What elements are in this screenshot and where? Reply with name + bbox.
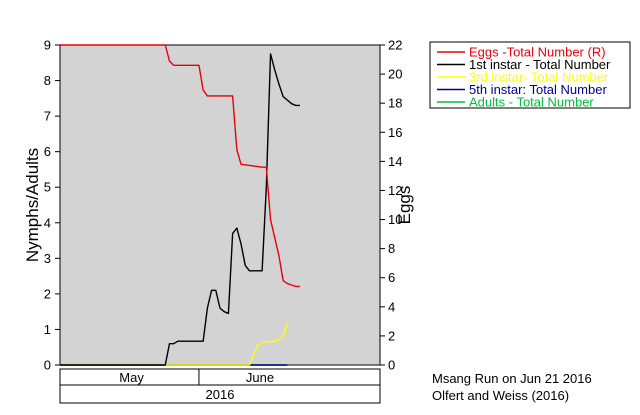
y-right-tick-label: 0 [388, 358, 395, 373]
legend-label: 1st instar - Total Number [469, 57, 611, 72]
series-group [60, 44, 300, 366]
y-right-tick-label: 4 [388, 299, 395, 314]
x-month-label: May [119, 370, 144, 385]
y-left-tick-label: 0 [44, 358, 51, 373]
y-right-tick-label: 14 [388, 154, 402, 169]
y-left-tick-label: 2 [44, 286, 51, 301]
right-axis-ticks: 0 2 4 6 8 10 12 14 16 18 20 22 [380, 38, 402, 373]
y-right-tick-label: 22 [388, 38, 402, 53]
legend-label: Adults - Total Number [469, 95, 594, 110]
caption-credit: Olfert and Weiss (2016) [432, 388, 569, 403]
y-left-tick-label: 7 [44, 109, 51, 124]
y-right-tick-label: 20 [388, 67, 402, 82]
y-right-tick-label: 10 [388, 212, 402, 227]
y-right-tick-label: 2 [388, 328, 395, 343]
caption-run: Msang Run on Jun 21 2016 [432, 371, 592, 386]
y-left-axis-title: Nymphs/Adults [23, 148, 42, 262]
y-left-tick-label: 9 [44, 38, 51, 53]
series-line [60, 322, 289, 366]
y-left-tick-label: 1 [44, 322, 51, 337]
y-right-tick-label: 18 [388, 96, 402, 111]
legend-label: 3rd instar- Total Number [469, 70, 609, 85]
series-line [60, 44, 300, 288]
x-axis: 2016 May June [59, 368, 381, 404]
legend: Eggs -Total Number (R)1st instar - Total… [429, 41, 631, 110]
y-right-axis-title: Eggs [395, 186, 414, 225]
legend-label: Eggs -Total Number (R) [469, 45, 606, 60]
x-month-label: June [246, 370, 274, 385]
y-right-tick-label: 6 [388, 270, 395, 285]
y-right-tick-label: 16 [388, 125, 402, 140]
y-left-tick-label: 5 [44, 180, 51, 195]
y-left-tick-label: 6 [44, 144, 51, 159]
x-axis-year-row [59, 384, 381, 404]
x-year-label: 2016 [206, 387, 235, 402]
x-axis-month-row [59, 368, 381, 386]
y-left-tick-label: 4 [44, 215, 51, 230]
y-right-tick-label: 12 [388, 183, 402, 198]
y-left-tick-label: 8 [44, 73, 51, 88]
left-axis-ticks: 0 1 2 3 4 5 6 7 8 9 [44, 38, 60, 373]
series-line [60, 53, 300, 366]
plot-area [59, 44, 381, 366]
y-right-tick-label: 8 [388, 241, 395, 256]
legend-label: 5th instar: Total Number [469, 82, 607, 97]
y-left-tick-label: 3 [44, 251, 51, 266]
legend-box [429, 41, 631, 109]
